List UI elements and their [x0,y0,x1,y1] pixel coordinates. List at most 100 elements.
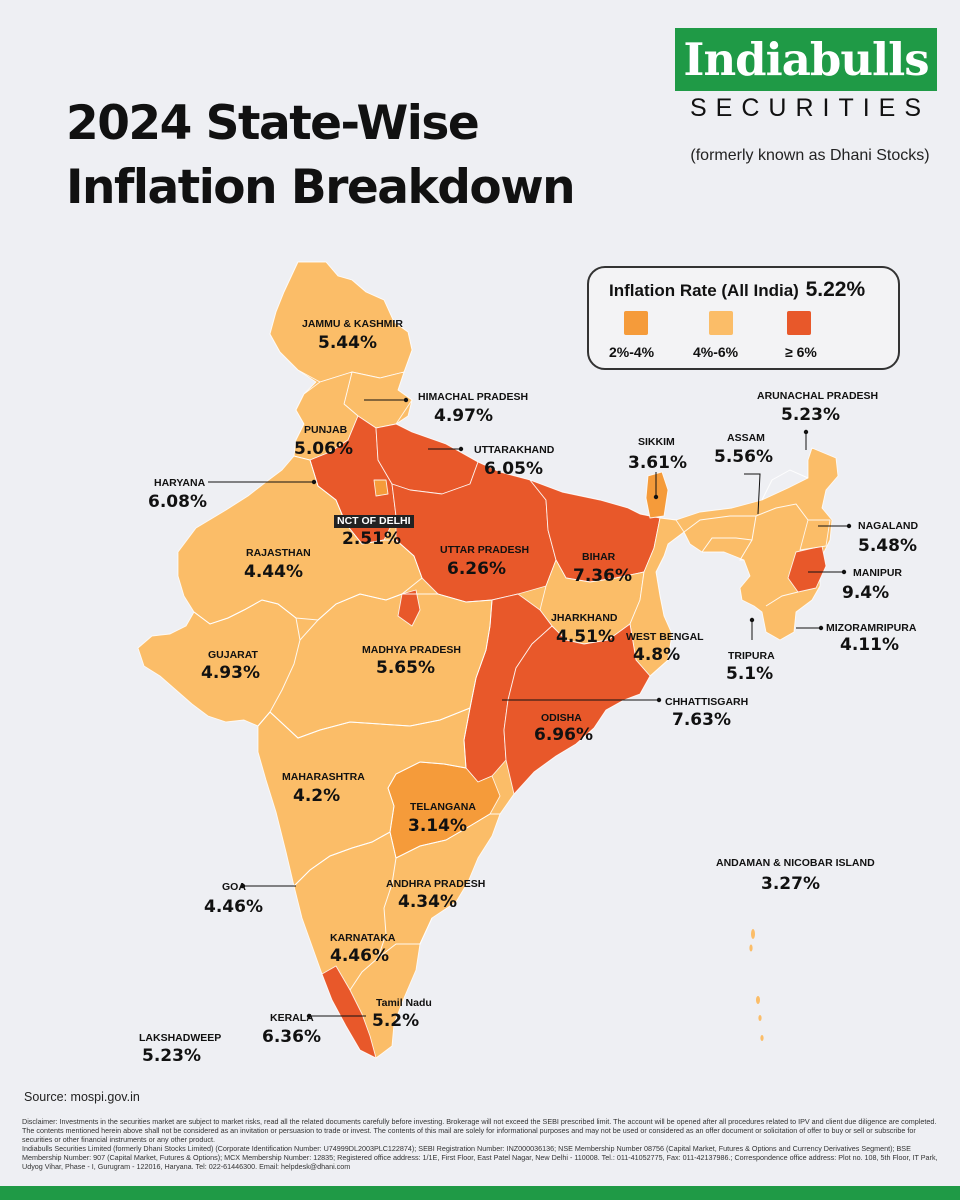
dot-nagaland [846,523,852,529]
island-andaman-4 [758,1015,762,1021]
dot-arunachal [803,429,809,435]
brand-formerly: (formerly known as Dhani Stocks) [690,147,930,164]
island-andaman-5 [760,1035,764,1041]
label-tn-name: Tamil Nadu [376,997,432,1009]
label-odisha-value: 6.96% [534,725,593,745]
boundary-assam [683,503,809,561]
bottom-brand-bar [0,1186,960,1200]
boundary-ap [395,813,500,859]
dot-uttarakhand [458,446,464,452]
label-manipur-value: 9.4% [842,583,890,603]
label-delhi-name: NCT OF DELHI [334,515,414,528]
label-karnataka-value: 4.46% [330,946,389,966]
label-goa-value: 4.46% [204,897,263,917]
boundary-meghalaya [701,537,753,553]
label-gujarat-name: GUJARAT [208,649,258,661]
label-jk-value: 5.44% [318,333,377,353]
label-andaman-name: ANDAMAN & NICOBAR ISLAND [716,857,875,869]
label-rajasthan-value: 4.44% [244,562,303,582]
region-west-bengal [629,517,685,677]
label-hp-value: 4.97% [434,406,493,426]
dot-tripura [749,617,755,623]
label-tripura-name: TRIPURA [728,650,775,662]
label-up-value: 6.26% [447,559,506,579]
label-punjab-value: 5.06% [294,439,353,459]
source-note: Source: mospi.gov.in [24,1090,140,1104]
label-kerala-value: 6.36% [262,1027,321,1047]
label-nagaland-name: NAGALAND [858,520,919,532]
label-chhattisgarh-value: 7.63% [672,710,731,730]
boundary-arunachal [761,469,809,501]
legend-title: Inflation Rate (All India) 5.22% [609,278,865,302]
label-tripura-value: 5.1% [726,664,774,684]
region-kerala [321,965,377,1059]
disclaimer-paragraph-1: Disclaimer: Investments in the securitie… [22,1117,937,1144]
region-odisha [503,623,651,795]
disclaimer-paragraph-2: Indiabulls Securities Limited (formerly … [22,1144,938,1171]
label-kerala-name: KERALA [270,1012,314,1024]
brand-subtitle: SECURITIES [690,94,931,122]
label-telangana-name: TELANGANA [410,801,476,813]
label-lakshadweep-value: 5.23% [142,1046,201,1066]
title-line-1: 2024 State-Wise [66,96,480,151]
dot-himachal [403,397,409,403]
label-telangana-value: 3.14% [408,816,467,836]
label-sikkim-value: 3.61% [628,453,687,473]
label-jharkhand-name: JHARKHAND [551,612,618,624]
label-goa-name: GOA [222,881,246,893]
legend-swatch-mid [709,311,733,335]
label-ap-value: 4.34% [398,892,457,912]
island-andaman-1 [751,929,755,939]
island-andaman-3 [756,996,760,1004]
label-tn-value: 5.2% [372,1011,420,1031]
dot-chhattisgarh [656,697,662,703]
dot-manipur [841,569,847,575]
label-odisha-name: ODISHA [541,712,582,724]
label-up-name: UTTAR PRADESH [440,544,530,556]
label-arunachal-name: ARUNACHAL PRADESH [757,390,879,402]
label-maharashtra-value: 4.2% [293,786,341,806]
dot-haryana [311,479,317,485]
legend-label-low: 2%-4% [609,344,655,360]
label-uk-name: UTTARAKHAND [474,444,555,456]
dot-sikkim [653,494,659,500]
legend-label-mid: 4%-6% [693,344,739,360]
label-maharashtra-name: MAHARASHTRA [282,771,365,783]
disclaimer: Disclaimer: Investments in the securitie… [22,1117,940,1171]
label-bihar-name: BIHAR [582,551,616,563]
label-sikkim-name: SIKKIM [638,436,675,448]
label-chhattisgarh-name: CHHATTISGARH [665,696,749,708]
dot-goa [240,883,246,889]
dot-kerala [306,1013,312,1019]
label-ap-name: ANDHRA PRADESH [386,878,486,890]
label-uk-value: 6.05% [484,459,543,479]
region-uttarakhand [375,423,479,495]
region-northeast-split [799,519,831,551]
title-line-2: Inflation Breakdown [66,160,576,215]
label-jk-name: JAMMU & KASHMIR [302,318,403,330]
region-delhi [373,479,389,497]
legend-all-india-rate: 5.22% [805,278,866,301]
label-rajasthan-name: RAJASTHAN [246,547,311,559]
boundary-gujarat [193,599,301,727]
island-andaman-2 [749,944,753,952]
dot-mizoram [818,625,824,631]
label-arunachal-value: 5.23% [781,405,840,425]
label-assam-value: 5.56% [714,447,773,467]
label-delhi-value: 2.51% [342,529,401,549]
label-gujarat-value: 4.93% [201,663,260,683]
label-punjab-name: PUNJAB [304,424,348,436]
label-jharkhand-value: 4.51% [556,627,615,647]
label-nagaland-value: 5.48% [858,536,917,556]
label-karnataka-name: KARNATAKA [330,932,396,944]
label-bihar-value: 7.36% [573,566,632,586]
legend-swatch-low [624,311,648,335]
boundary-tamilnadu [377,917,433,959]
legend: Inflation Rate (All India) 5.22% 2%-4% 4… [587,266,900,370]
label-manipur-name: MANIPUR [853,567,902,579]
brand-logo: Indiabulls [675,28,937,91]
legend-swatch-high [787,311,811,335]
label-andaman-value: 3.27% [761,874,820,894]
label-assam-name: ASSAM [727,432,765,444]
